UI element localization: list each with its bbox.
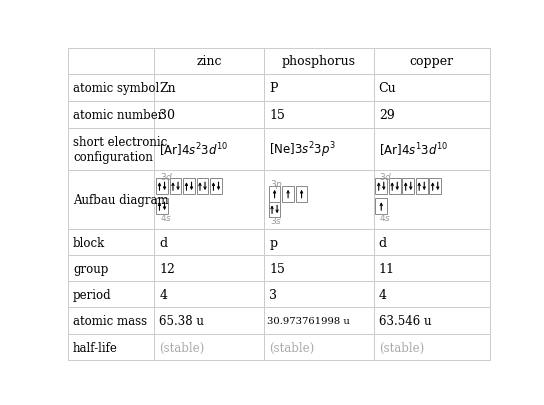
- Bar: [154, 307, 264, 335]
- Bar: [264, 307, 374, 335]
- Bar: [183, 179, 195, 194]
- Text: period: period: [73, 288, 112, 301]
- Text: p: p: [269, 236, 277, 249]
- Bar: [154, 129, 264, 170]
- Bar: [170, 179, 181, 194]
- Text: 29: 29: [379, 109, 394, 122]
- Bar: [264, 230, 374, 256]
- Bar: [374, 307, 490, 335]
- Bar: [154, 281, 264, 307]
- Text: 30.973761998 u: 30.973761998 u: [268, 316, 350, 326]
- Text: d: d: [159, 236, 168, 249]
- Text: block: block: [73, 236, 106, 249]
- Bar: [374, 49, 490, 75]
- Bar: [264, 75, 374, 102]
- Text: Aufbau diagram: Aufbau diagram: [73, 193, 169, 206]
- Bar: [196, 179, 208, 194]
- Text: (stable): (stable): [159, 341, 205, 354]
- Bar: [264, 281, 374, 307]
- Bar: [374, 281, 490, 307]
- Bar: [210, 179, 222, 194]
- Bar: [156, 179, 168, 194]
- Bar: [264, 129, 374, 170]
- Text: (stable): (stable): [269, 341, 314, 354]
- Text: 3: 3: [269, 288, 277, 301]
- Text: [Ne]3$s^2$3$p^3$: [Ne]3$s^2$3$p^3$: [269, 140, 336, 159]
- Text: Cu: Cu: [379, 81, 397, 94]
- Text: Zn: Zn: [159, 81, 176, 94]
- Text: 4$s$: 4$s$: [379, 211, 391, 222]
- Text: atomic number: atomic number: [73, 109, 163, 122]
- Text: [Ar]4$s^1$3$d^{10}$: [Ar]4$s^1$3$d^{10}$: [379, 141, 448, 158]
- Bar: [269, 202, 281, 217]
- Bar: [374, 102, 490, 129]
- Bar: [68, 335, 154, 360]
- Text: 65.38 u: 65.38 u: [159, 315, 205, 328]
- Text: 4$s$: 4$s$: [160, 211, 172, 222]
- Text: atomic symbol: atomic symbol: [73, 81, 159, 94]
- Bar: [154, 102, 264, 129]
- Bar: [154, 49, 264, 75]
- Bar: [374, 230, 490, 256]
- Text: short electronic
configuration: short electronic configuration: [73, 135, 168, 163]
- Bar: [264, 49, 374, 75]
- Bar: [296, 186, 307, 202]
- Bar: [154, 75, 264, 102]
- Bar: [156, 199, 168, 215]
- Bar: [374, 170, 490, 230]
- Text: phosphorus: phosphorus: [282, 55, 356, 68]
- Text: [Ar]4$s^2$3$d^{10}$: [Ar]4$s^2$3$d^{10}$: [159, 141, 229, 158]
- Bar: [264, 102, 374, 129]
- Bar: [416, 179, 428, 194]
- Bar: [403, 179, 414, 194]
- Text: atomic mass: atomic mass: [73, 315, 147, 328]
- Bar: [154, 170, 264, 230]
- Text: 3$d$: 3$d$: [379, 171, 393, 181]
- Bar: [68, 281, 154, 307]
- Bar: [282, 186, 294, 202]
- Text: 3$s$: 3$s$: [269, 215, 282, 226]
- Text: P: P: [269, 81, 277, 94]
- Text: 3$p$: 3$p$: [269, 177, 282, 190]
- Bar: [68, 49, 154, 75]
- Text: 4: 4: [379, 288, 387, 301]
- Bar: [375, 179, 387, 194]
- Bar: [154, 230, 264, 256]
- Text: copper: copper: [410, 55, 454, 68]
- Text: 63.546 u: 63.546 u: [379, 315, 431, 328]
- Text: zinc: zinc: [196, 55, 222, 68]
- Bar: [374, 335, 490, 360]
- Bar: [375, 199, 387, 215]
- Bar: [154, 335, 264, 360]
- Bar: [154, 256, 264, 281]
- Text: 12: 12: [159, 262, 175, 275]
- Text: (stable): (stable): [379, 341, 424, 354]
- Bar: [68, 75, 154, 102]
- Text: group: group: [73, 262, 108, 275]
- Bar: [429, 179, 441, 194]
- Bar: [264, 170, 374, 230]
- Text: 15: 15: [269, 109, 285, 122]
- Bar: [68, 102, 154, 129]
- Bar: [68, 256, 154, 281]
- Text: 30: 30: [159, 109, 176, 122]
- Bar: [264, 335, 374, 360]
- Text: 11: 11: [379, 262, 395, 275]
- Bar: [264, 256, 374, 281]
- Bar: [374, 75, 490, 102]
- Bar: [68, 170, 154, 230]
- Text: half-life: half-life: [73, 341, 118, 354]
- Text: 4: 4: [159, 288, 168, 301]
- Text: 15: 15: [269, 262, 285, 275]
- Bar: [374, 129, 490, 170]
- Bar: [68, 307, 154, 335]
- Bar: [269, 186, 281, 202]
- Text: d: d: [379, 236, 387, 249]
- Bar: [68, 129, 154, 170]
- Bar: [389, 179, 400, 194]
- Bar: [374, 256, 490, 281]
- Bar: [68, 230, 154, 256]
- Text: 3$d$: 3$d$: [160, 171, 174, 181]
